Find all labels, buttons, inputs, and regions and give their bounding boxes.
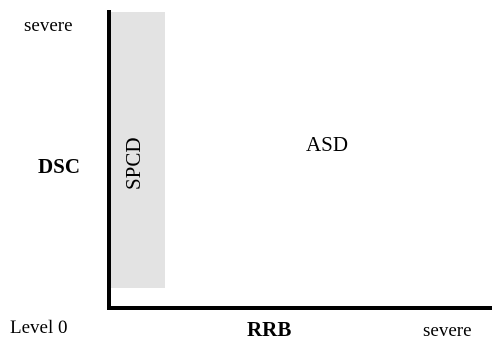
spcd-region (111, 12, 165, 288)
y-axis-max-label: severe (24, 15, 73, 36)
x-axis-title: RRB (247, 317, 292, 341)
spcd-region-label: SPCD (121, 137, 145, 190)
origin-label: Level 0 (10, 317, 68, 338)
y-axis-line (107, 10, 111, 310)
x-axis-line (107, 306, 492, 310)
y-axis-title: DSC (38, 154, 81, 178)
x-axis-max-label: severe (423, 320, 472, 341)
asd-region-label: ASD (306, 132, 349, 156)
